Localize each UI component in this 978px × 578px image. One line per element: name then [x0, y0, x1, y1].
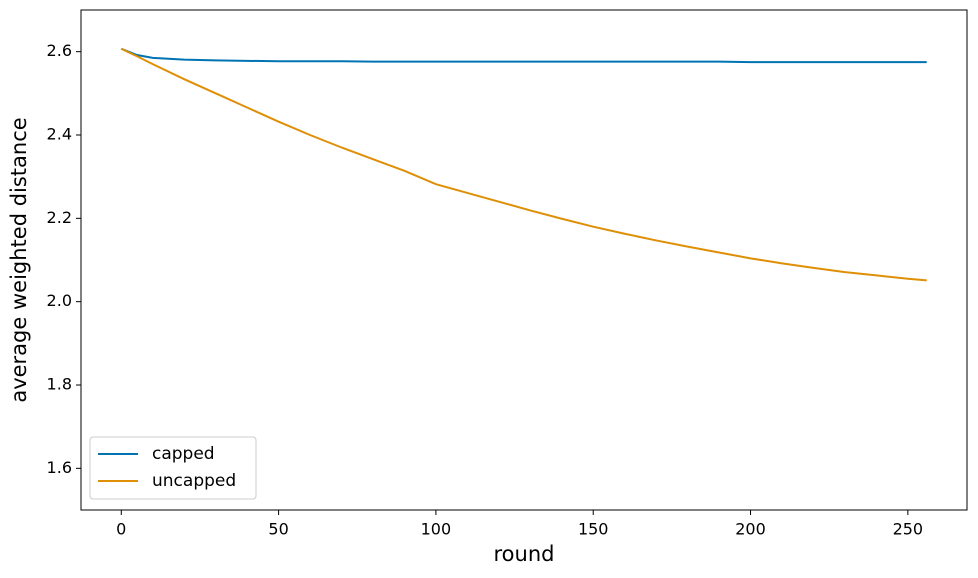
line-series: [120, 47, 927, 64]
plot-frame: [80, 9, 968, 511]
x-tick-label: 50: [268, 520, 288, 539]
y-tick-label: 2.0: [47, 291, 72, 310]
legend-label: uncapped: [152, 471, 236, 491]
legend-box: [89, 436, 257, 500]
x-tick-label: 100: [421, 520, 452, 539]
line-series: [120, 47, 927, 282]
y-tick-label: 2.6: [47, 41, 72, 60]
y-tick-label: 2.2: [47, 208, 72, 227]
x-tick-label: 0: [116, 520, 126, 539]
y-tick-label: 2.4: [47, 125, 72, 144]
y-axis-label: average weighted distance: [7, 117, 31, 402]
x-tick-label: 250: [893, 520, 924, 539]
y-tick-label: 1.6: [47, 458, 72, 477]
x-axis-label: round: [494, 542, 555, 566]
x-tick-label: 200: [735, 520, 766, 539]
legend-label: capped: [152, 444, 215, 464]
x-tick-label: 150: [578, 520, 609, 539]
y-tick-label: 1.8: [47, 375, 72, 394]
